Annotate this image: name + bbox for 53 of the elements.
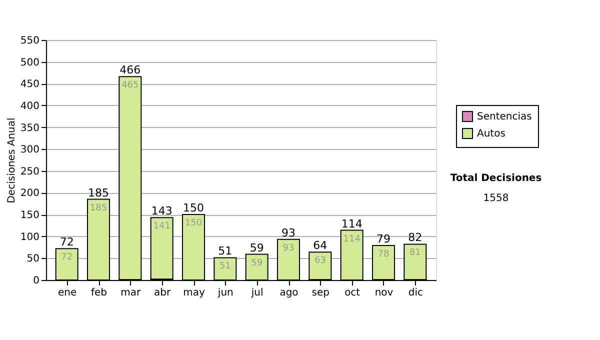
x-tick-label: sep [312, 288, 330, 298]
data-label: 81 [409, 248, 421, 258]
y-tick-label: 550 [20, 36, 40, 46]
y-tick-label: 350 [20, 122, 40, 134]
x-tick-label: jul [250, 288, 264, 298]
y-tick-label: 300 [20, 144, 40, 156]
total-label: 143 [151, 204, 172, 218]
data-label: 51 [219, 262, 231, 272]
x-tick-label: jun [216, 288, 234, 298]
total-label: 93 [282, 226, 296, 240]
x-tick-label: oct [344, 288, 360, 298]
y-tick-label: 250 [20, 166, 40, 178]
text: 1558 [483, 193, 509, 204]
data-label: 63 [314, 256, 326, 266]
total-label: 64 [313, 239, 328, 252]
y-tick-label: 450 [20, 79, 40, 90]
legend-label: Autos [477, 128, 506, 140]
legend-label: Sentencias [477, 112, 532, 122]
data-label: 150 [184, 218, 202, 229]
data-label: 59 [251, 258, 263, 268]
text: Total Decisiones [450, 173, 542, 184]
y-tick-label: 500 [20, 57, 40, 68]
y-tick-label: 50 [26, 254, 40, 265]
data-label: 185 [90, 203, 108, 214]
y-tick-label: 0 [33, 276, 40, 286]
x-tick-label: dic [408, 288, 423, 298]
x-tick-label: may [183, 288, 205, 298]
y-tick-label: 150 [20, 210, 40, 222]
data-label: 141 [153, 222, 170, 232]
total-label: 72 [60, 236, 74, 249]
x-tick-label: nov [374, 288, 394, 298]
x-tick-label: ago [280, 288, 298, 298]
data-label: 93 [282, 243, 294, 254]
total-label: 51 [218, 244, 232, 258]
y-axis-title: Decisiones Anual [6, 118, 18, 204]
y-tick-label: 100 [20, 232, 40, 243]
x-tick-label: abr [154, 288, 172, 298]
data-label: 465 [122, 80, 139, 91]
total-label: 185 [88, 186, 109, 200]
total-label: 82 [408, 231, 422, 244]
total-label: 466 [120, 64, 141, 77]
data-label: 114 [343, 234, 361, 244]
y-tick-label: 400 [20, 100, 40, 112]
x-tick-label: mar [120, 288, 142, 298]
x-tick-label: ene [58, 288, 77, 298]
total-label: 59 [250, 241, 264, 254]
x-tick-label: feb [90, 288, 108, 298]
total-label: 150 [183, 202, 204, 215]
data-label: 78 [378, 250, 390, 260]
y-tick-label: 200 [20, 188, 40, 200]
total-label: 79 [376, 232, 390, 246]
data-label: 72 [61, 252, 73, 263]
total-label: 114 [341, 217, 362, 230]
